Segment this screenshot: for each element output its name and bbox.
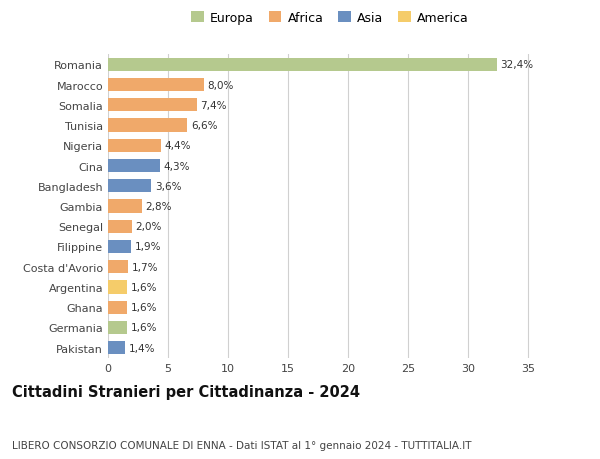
- Bar: [108, 341, 125, 354]
- Text: 7,4%: 7,4%: [200, 101, 227, 111]
- Bar: [108, 241, 131, 253]
- Text: Cittadini Stranieri per Cittadinanza - 2024: Cittadini Stranieri per Cittadinanza - 2…: [12, 384, 360, 399]
- Text: LIBERO CONSORZIO COMUNALE DI ENNA - Dati ISTAT al 1° gennaio 2024 - TUTTITALIA.I: LIBERO CONSORZIO COMUNALE DI ENNA - Dati…: [12, 440, 472, 450]
- Text: 4,3%: 4,3%: [163, 161, 190, 171]
- Text: 1,4%: 1,4%: [128, 343, 155, 353]
- Legend: Europa, Africa, Asia, America: Europa, Africa, Asia, America: [186, 7, 474, 30]
- Bar: [108, 99, 197, 112]
- Text: 1,7%: 1,7%: [132, 262, 158, 272]
- Text: 4,4%: 4,4%: [164, 141, 191, 151]
- Text: 8,0%: 8,0%: [208, 80, 234, 90]
- Bar: [108, 79, 204, 92]
- Bar: [108, 200, 142, 213]
- Bar: [108, 160, 160, 173]
- Bar: [108, 261, 128, 274]
- Bar: [108, 281, 127, 294]
- Text: 3,6%: 3,6%: [155, 181, 181, 191]
- Text: 1,9%: 1,9%: [134, 242, 161, 252]
- Text: 2,0%: 2,0%: [136, 222, 162, 232]
- Bar: [108, 180, 151, 193]
- Text: 6,6%: 6,6%: [191, 121, 217, 131]
- Bar: [108, 321, 127, 334]
- Bar: [108, 301, 127, 314]
- Text: 2,8%: 2,8%: [145, 202, 172, 212]
- Text: 1,6%: 1,6%: [131, 282, 157, 292]
- Text: 1,6%: 1,6%: [131, 302, 157, 313]
- Bar: [108, 119, 187, 132]
- Bar: [108, 59, 497, 72]
- Bar: [108, 140, 161, 152]
- Text: 1,6%: 1,6%: [131, 323, 157, 333]
- Bar: [108, 220, 132, 233]
- Text: 32,4%: 32,4%: [500, 60, 533, 70]
